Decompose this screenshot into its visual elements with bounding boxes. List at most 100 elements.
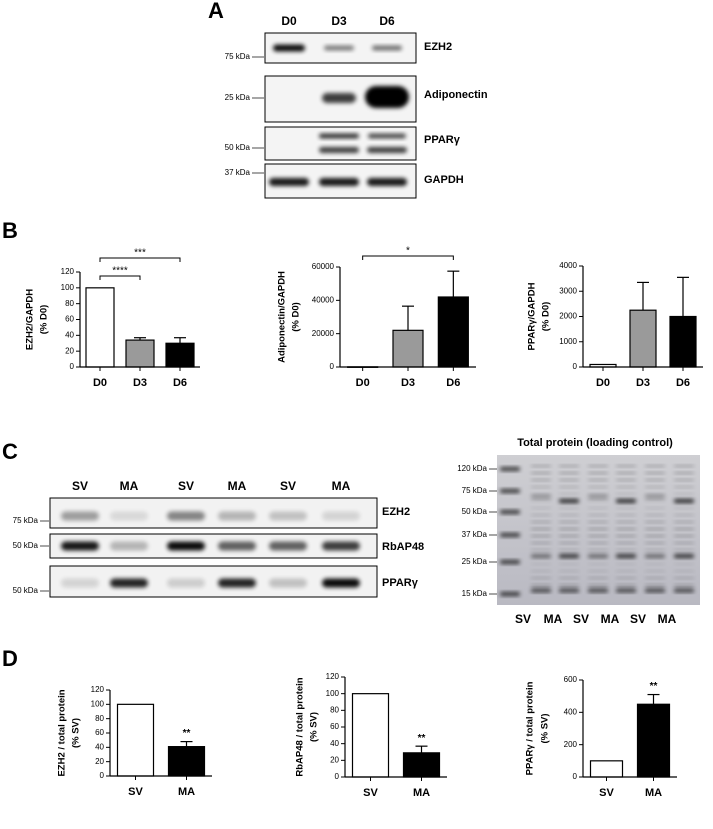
blot-band (645, 584, 665, 586)
blot-band (674, 542, 694, 544)
significance: **** (112, 266, 128, 277)
bar (629, 309, 657, 368)
blot-band (588, 479, 608, 481)
blot-band (500, 467, 520, 471)
blot-band (645, 570, 665, 572)
marker-label: 50 kDa (13, 541, 39, 550)
panel-letter: A (208, 0, 224, 23)
blot-band (322, 511, 360, 521)
lane-label: D6 (379, 14, 395, 28)
bar (669, 315, 697, 368)
blot-band (110, 541, 148, 551)
blot-band (674, 577, 694, 579)
blot-band (167, 541, 205, 551)
bar (636, 703, 671, 778)
bar (125, 339, 155, 368)
blot-band (531, 495, 551, 499)
blot-band (645, 577, 665, 579)
blot-band (645, 500, 665, 502)
blot-band (588, 495, 608, 499)
significance: ** (418, 733, 426, 744)
gel-title: Total protein (loading control) (517, 437, 673, 449)
y-tick-label: 80 (330, 705, 339, 714)
blot-band (588, 528, 608, 530)
blot-band (588, 570, 608, 572)
x-tick-label: MA (178, 786, 195, 798)
y-axis-label: EZH2 / total protein (57, 689, 68, 776)
blot-band (110, 578, 148, 588)
bar (116, 703, 155, 777)
y-tick-label: 3000 (559, 286, 577, 295)
blot-band (61, 541, 99, 551)
blot-band (559, 472, 579, 474)
y-tick-label: 20000 (312, 329, 335, 338)
x-tick-label: D3 (133, 377, 147, 389)
protein-label: RbAP48 (382, 541, 424, 553)
marker-label: 75 kDa (225, 52, 251, 61)
blot-band (269, 178, 309, 186)
blot-band (588, 507, 608, 509)
marker-label: 50 kDa (225, 143, 251, 152)
y-tick-label: 0 (100, 771, 105, 780)
y-tick-label: 40 (330, 739, 339, 748)
blot-band (218, 541, 256, 551)
blot-band (110, 511, 148, 521)
blot-band (269, 578, 307, 588)
blot-band (645, 563, 665, 565)
blot-band (588, 521, 608, 523)
marker-label: 37 kDa (225, 168, 251, 177)
y-tick-label: 60 (95, 728, 104, 737)
blot-band (616, 588, 636, 592)
blot-band (500, 533, 520, 537)
y-tick-label: 20 (330, 755, 339, 764)
blot-band (588, 500, 608, 502)
blot-band (588, 542, 608, 544)
blot-band (588, 584, 608, 586)
bar (167, 746, 206, 777)
blot-band (674, 479, 694, 481)
y-tick-label: 600 (564, 675, 578, 684)
marker-label: 25 kDa (225, 93, 251, 102)
blot-band (588, 465, 608, 467)
bar (165, 342, 195, 368)
lane-label: MA (658, 612, 677, 626)
marker-label: 50 kDa (462, 507, 488, 516)
x-tick-label: D6 (446, 377, 460, 389)
blot-band (674, 465, 694, 467)
blot-band (559, 535, 579, 537)
blot-band (674, 563, 694, 565)
blot-band (559, 514, 579, 516)
marker-label: 15 kDa (462, 589, 488, 598)
y-axis-label: Adiponectin/GAPDH (277, 271, 288, 363)
lane-label: SV (280, 479, 296, 493)
blot-band (674, 486, 694, 488)
blot-band (559, 554, 579, 558)
blot-band (616, 584, 636, 586)
y-tick-label: 100 (326, 689, 340, 698)
y-tick-label: 400 (564, 707, 578, 716)
blot-band (616, 549, 636, 551)
blot-band (559, 479, 579, 481)
blot-band (645, 479, 665, 481)
y-tick-label: 60000 (312, 262, 335, 271)
blot-band (616, 486, 636, 488)
blot-band (531, 584, 551, 586)
y-tick-label: 120 (61, 267, 75, 276)
x-tick-label: SV (128, 786, 143, 798)
y-tick-label: 40000 (312, 295, 335, 304)
blot-band (616, 499, 636, 503)
blot-band (674, 521, 694, 523)
y-axis-label: (% D0) (541, 302, 552, 332)
blot-band (319, 178, 359, 186)
blot-band (559, 570, 579, 572)
blot-band (273, 44, 305, 52)
blot-band (322, 93, 356, 103)
panel-letter: D (2, 646, 18, 671)
blot-band (368, 133, 406, 139)
blot-band (372, 45, 402, 51)
y-tick-label: 60 (330, 722, 339, 731)
blot-band (674, 554, 694, 558)
blot-band (531, 479, 551, 481)
blot-band (674, 493, 694, 495)
y-tick-label: 100 (61, 283, 75, 292)
